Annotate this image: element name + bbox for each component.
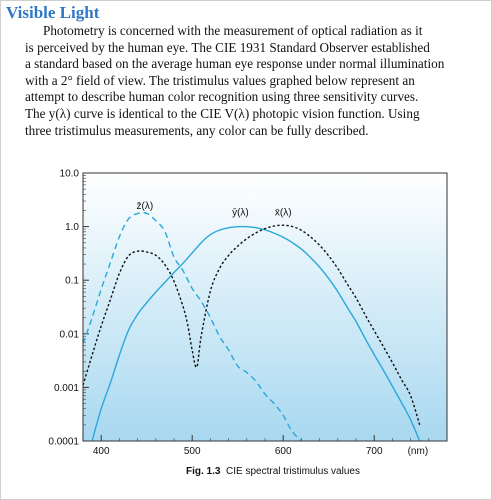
paragraph-line: is perceived by the human eye. The CIE 1… [25, 39, 430, 55]
y-tick-label: 0.01 [60, 329, 80, 340]
y-tick-label: 0.0001 [48, 437, 79, 448]
x-unit-label: (nm) [408, 446, 429, 457]
paragraph-line: attempt to describe human color recognit… [25, 89, 419, 105]
intro-paragraph: Photometry is concerned with the measure… [25, 23, 475, 139]
figure-caption-text: CIE spectral tristimulus values [226, 466, 360, 477]
series-label: ȳ(λ) [232, 208, 249, 219]
x-tick-label: 700 [366, 446, 383, 457]
series-label: x̄(λ) [275, 208, 292, 219]
tristimulus-chart: 10.0 1.0 0.1 0.01 0.001 0.0001 400 500 600 700 (nm… [48, 169, 448, 457]
series-label: z̄(λ) [137, 201, 154, 212]
y-bar-curve [91, 225, 421, 442]
y-tick-label: 10.0 [60, 169, 80, 180]
y-tick-label: 0.1 [65, 276, 79, 287]
paragraph-line: with a 2° field of view. The tristimulus… [25, 72, 415, 88]
z-bar-curve [82, 211, 302, 442]
paragraph-line: The y(λ) curve is identical to the CIE V… [25, 105, 420, 121]
y-tick-label: 0.001 [54, 383, 79, 394]
x-bar-curve [82, 224, 421, 426]
figure-number: Fig. 1.3 [186, 466, 221, 477]
y-tick-label: 1.0 [65, 222, 79, 233]
section-heading: Visible Light [6, 3, 100, 22]
figure-caption: Fig. 1.3 CIE spectral tristimulus values [186, 466, 360, 477]
x-tick-label: 400 [93, 446, 110, 457]
paragraph-line: three tristimulus measurements, any colo… [25, 122, 369, 138]
x-tick-label: 600 [275, 446, 292, 457]
paragraph-line: Photometry is concerned with the measure… [43, 23, 423, 38]
paragraph-line: a standard based on the average human ey… [25, 56, 445, 72]
plot-frame [82, 172, 448, 442]
x-tick-label: 500 [184, 446, 201, 457]
